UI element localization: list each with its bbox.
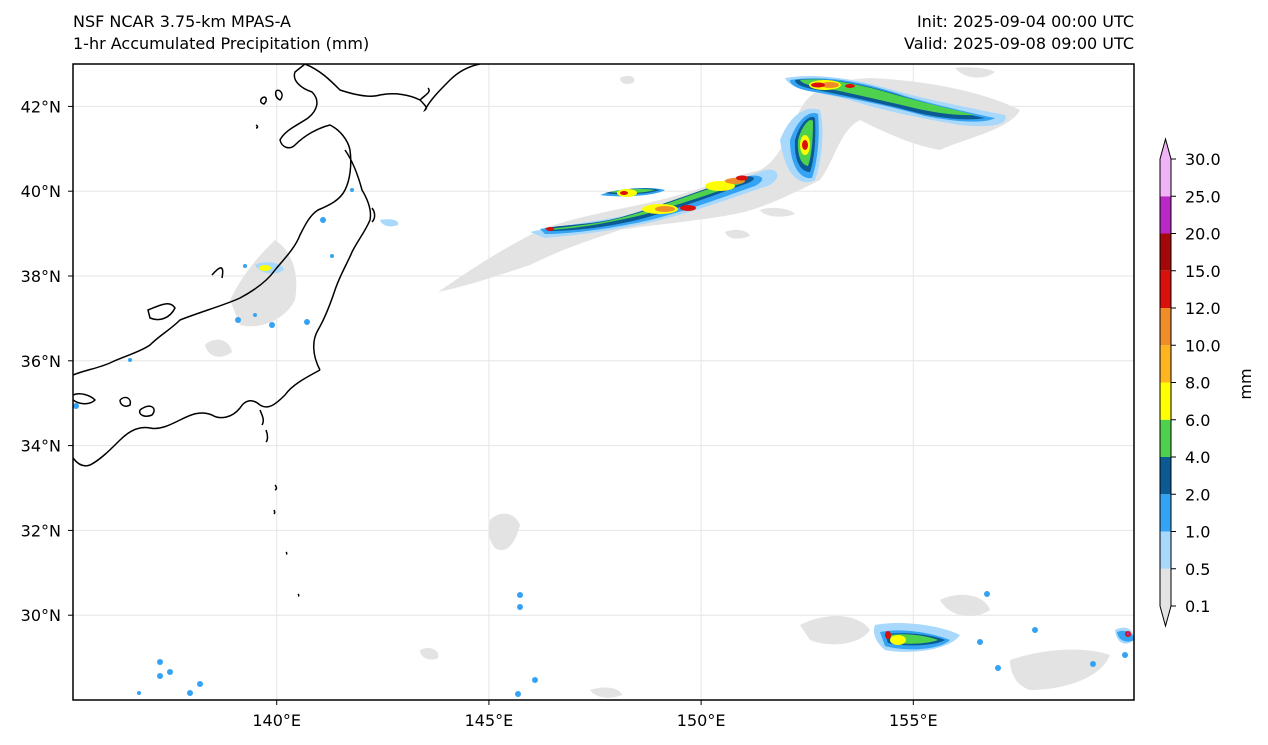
lat-tick-label: 34°N (21, 437, 61, 456)
colorbar: 0.1 0.5 1.0 2.0 4.0 6.0 8.0 10.0 12.0 15.0 20.0 25.… (1159, 137, 1255, 628)
colorbar-segment (1160, 196, 1171, 234)
colorbar-segment (1160, 233, 1171, 271)
colorbar-segment (1160, 308, 1171, 346)
colorbar-label: 25.0 (1185, 187, 1221, 206)
colorbar-label: 10.0 (1185, 336, 1221, 355)
lat-tick-label: 30°N (21, 606, 61, 625)
lat-tick-label: 40°N (21, 182, 61, 201)
precip-scattered-cells (73, 188, 1128, 697)
lat-tick-label: 36°N (21, 352, 61, 371)
plot-area (73, 64, 1134, 700)
lon-tick-label: 150°E (677, 711, 726, 730)
colorbar-segment (1160, 139, 1171, 197)
colorbar-segment (1160, 270, 1171, 308)
colorbar-segment (1160, 382, 1171, 420)
valid-time: Valid: 2025-09-08 09:00 UTC (903, 34, 1134, 53)
colorbar-label: 15.0 (1185, 262, 1221, 281)
colorbar-label: 20.0 (1185, 225, 1221, 244)
plot-frame (72, 63, 1135, 701)
colorbar-segment (1160, 494, 1171, 532)
precip-level-20.0 (1126, 632, 1130, 636)
colorbar-label: 0.1 (1185, 597, 1210, 616)
lon-tick-label: 140°E (252, 711, 301, 730)
colorbar-label: 6.0 (1185, 411, 1210, 430)
precip-level-12.0 (546, 82, 1131, 639)
colorbar-segment (1160, 457, 1171, 495)
field-title: 1-hr Accumulated Precipitation (mm) (73, 34, 370, 53)
colorbar-label: 4.0 (1185, 448, 1210, 467)
lat-tick-label: 32°N (21, 521, 61, 540)
colorbar-label: 8.0 (1185, 374, 1210, 393)
coastline (73, 64, 481, 597)
colorbar-segment (1160, 419, 1171, 457)
colorbar-label: 0.5 (1185, 560, 1210, 579)
lat-tick-label: 42°N (21, 97, 61, 116)
longitude-ticks: 140°E 145°E 150°E 155°E (252, 700, 938, 730)
colorbar-segment (1160, 345, 1171, 383)
gridlines (73, 64, 1134, 700)
lat-tick-label: 38°N (21, 267, 61, 286)
lon-tick-label: 155°E (889, 711, 938, 730)
colorbar-segment (1160, 568, 1171, 626)
colorbar-unit: mm (1236, 368, 1255, 399)
init-time: Init: 2025-09-04 00:00 UTC (916, 12, 1134, 31)
colorbar-label: 2.0 (1185, 485, 1210, 504)
colorbar-segment (1160, 531, 1171, 569)
colorbar-label: 1.0 (1185, 523, 1210, 542)
lon-tick-label: 145°E (465, 711, 514, 730)
model-title: NSF NCAR 3.75-km MPAS-A (73, 12, 291, 31)
colorbar-label: 12.0 (1185, 299, 1221, 318)
colorbar-label: 30.0 (1185, 150, 1221, 169)
latitude-ticks: 42°N 40°N 38°N 36°N 34°N 32°N 30°N (21, 97, 73, 625)
precip-field (73, 67, 1134, 698)
